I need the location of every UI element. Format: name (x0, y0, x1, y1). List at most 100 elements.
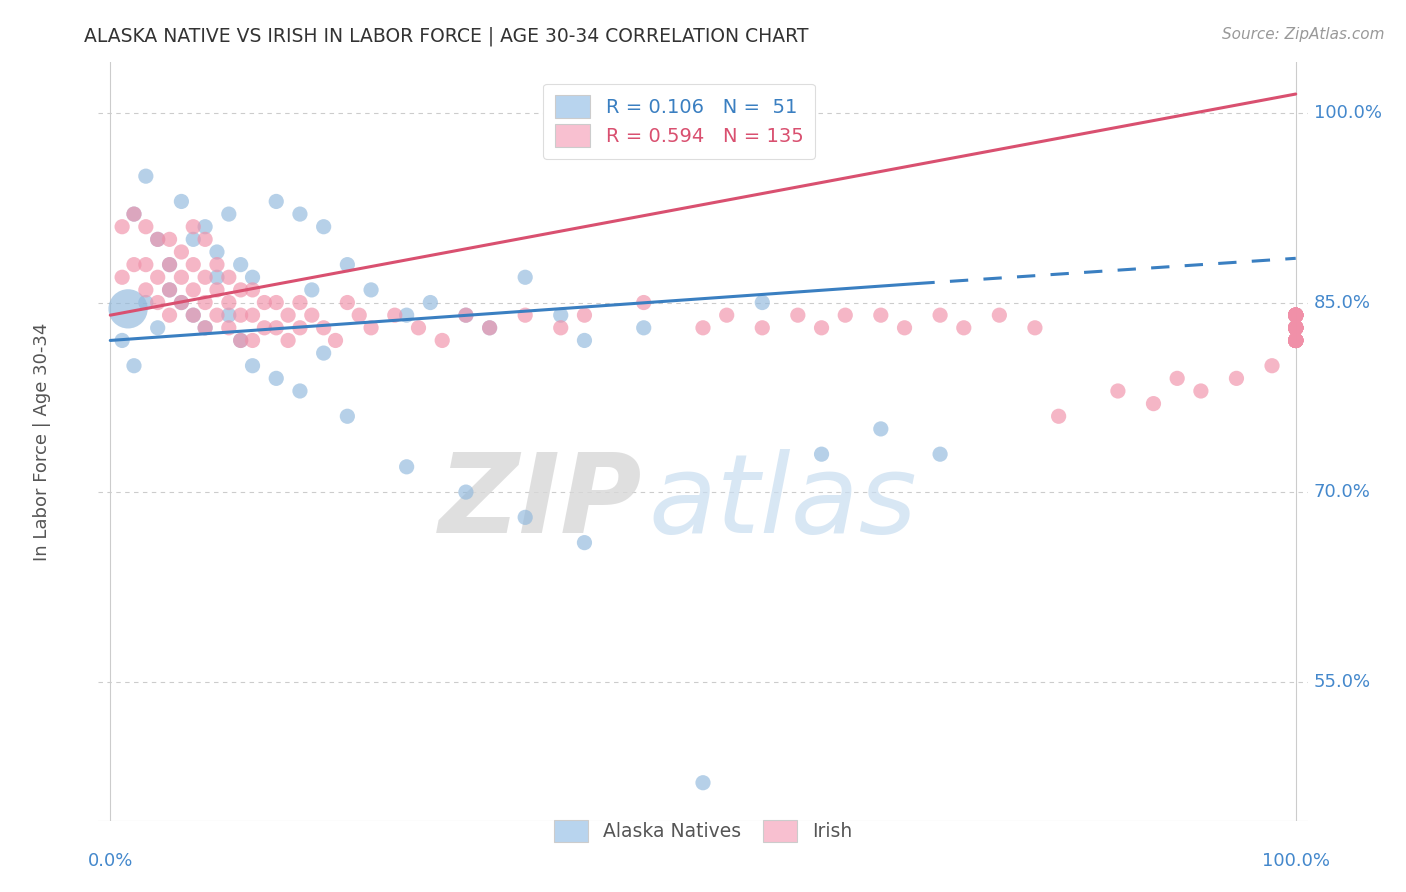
Point (716, 308, 738, 322)
Point (929, 447, 952, 461)
Point (1107, 384, 1129, 398)
Point (122, 359, 145, 373)
Point (229, 258, 252, 272)
Text: 0.0%: 0.0% (87, 852, 134, 871)
Point (454, 485, 477, 500)
Point (194, 295, 217, 310)
Point (1285, 308, 1308, 322)
Point (515, 308, 537, 322)
Point (1285, 321, 1308, 335)
Point (229, 283, 252, 297)
Point (1285, 334, 1308, 348)
Point (1285, 321, 1308, 335)
Point (1285, 308, 1308, 322)
Point (135, 169, 157, 184)
Point (360, 321, 382, 335)
Point (515, 510, 537, 524)
Point (229, 308, 252, 322)
Point (170, 295, 193, 310)
Point (242, 270, 264, 285)
Point (574, 535, 596, 549)
Point (1285, 308, 1308, 322)
Point (170, 295, 193, 310)
Point (1285, 308, 1308, 322)
Point (181, 308, 204, 322)
Point (194, 232, 217, 246)
Point (751, 321, 773, 335)
Text: 85.0%: 85.0% (1313, 293, 1371, 311)
Point (1285, 321, 1308, 335)
Point (146, 232, 169, 246)
Point (218, 321, 240, 335)
Point (478, 321, 501, 335)
Point (1285, 321, 1308, 335)
Point (1285, 321, 1308, 335)
Point (194, 321, 217, 335)
Point (1285, 321, 1308, 335)
Point (277, 308, 299, 322)
Point (325, 334, 347, 348)
Point (1285, 308, 1308, 322)
Point (1285, 321, 1308, 335)
Point (159, 258, 181, 272)
Point (408, 321, 430, 335)
Point (122, 207, 145, 221)
Point (1285, 334, 1308, 348)
Text: 100.0%: 100.0% (1261, 852, 1330, 871)
Point (1285, 308, 1308, 322)
Point (1285, 334, 1308, 348)
Point (1166, 371, 1188, 385)
Point (146, 321, 169, 335)
Point (1285, 334, 1308, 348)
Point (242, 334, 264, 348)
Point (242, 308, 264, 322)
Point (1285, 321, 1308, 335)
Point (1024, 321, 1046, 335)
Text: 70.0%: 70.0% (1313, 483, 1371, 501)
Text: 55.0%: 55.0% (1313, 673, 1371, 690)
Point (253, 295, 276, 310)
Point (181, 258, 204, 272)
Point (170, 270, 193, 285)
Point (384, 308, 406, 322)
Point (1285, 334, 1308, 348)
Point (264, 321, 287, 335)
Point (1285, 334, 1308, 348)
Point (1225, 371, 1247, 385)
Text: ZIP: ZIP (439, 449, 643, 556)
Point (242, 283, 264, 297)
Point (515, 270, 537, 285)
Point (692, 321, 714, 335)
Point (1189, 384, 1212, 398)
Point (1285, 334, 1308, 348)
Text: 100.0%: 100.0% (1313, 104, 1382, 122)
Point (1285, 321, 1308, 335)
Point (301, 308, 323, 322)
Point (117, 301, 139, 316)
Point (122, 207, 145, 221)
Legend: Alaska Natives, Irish: Alaska Natives, Irish (543, 809, 863, 853)
Point (1285, 308, 1308, 322)
Point (1285, 321, 1308, 335)
Point (1285, 308, 1308, 322)
Point (454, 308, 477, 322)
Point (159, 232, 181, 246)
Point (159, 283, 181, 297)
Point (218, 207, 240, 221)
Text: ALASKA NATIVE VS IRISH IN LABOR FORCE | AGE 30-34 CORRELATION CHART: ALASKA NATIVE VS IRISH IN LABOR FORCE | … (84, 27, 808, 46)
Point (1285, 321, 1308, 335)
Point (135, 258, 157, 272)
Point (360, 283, 382, 297)
Point (111, 270, 134, 285)
Point (229, 334, 252, 348)
Point (205, 308, 228, 322)
Point (1285, 334, 1308, 348)
Point (312, 346, 335, 360)
Point (159, 258, 181, 272)
Point (170, 194, 193, 209)
Point (111, 219, 134, 234)
Point (952, 321, 974, 335)
Point (122, 258, 145, 272)
Point (218, 270, 240, 285)
Point (146, 270, 169, 285)
